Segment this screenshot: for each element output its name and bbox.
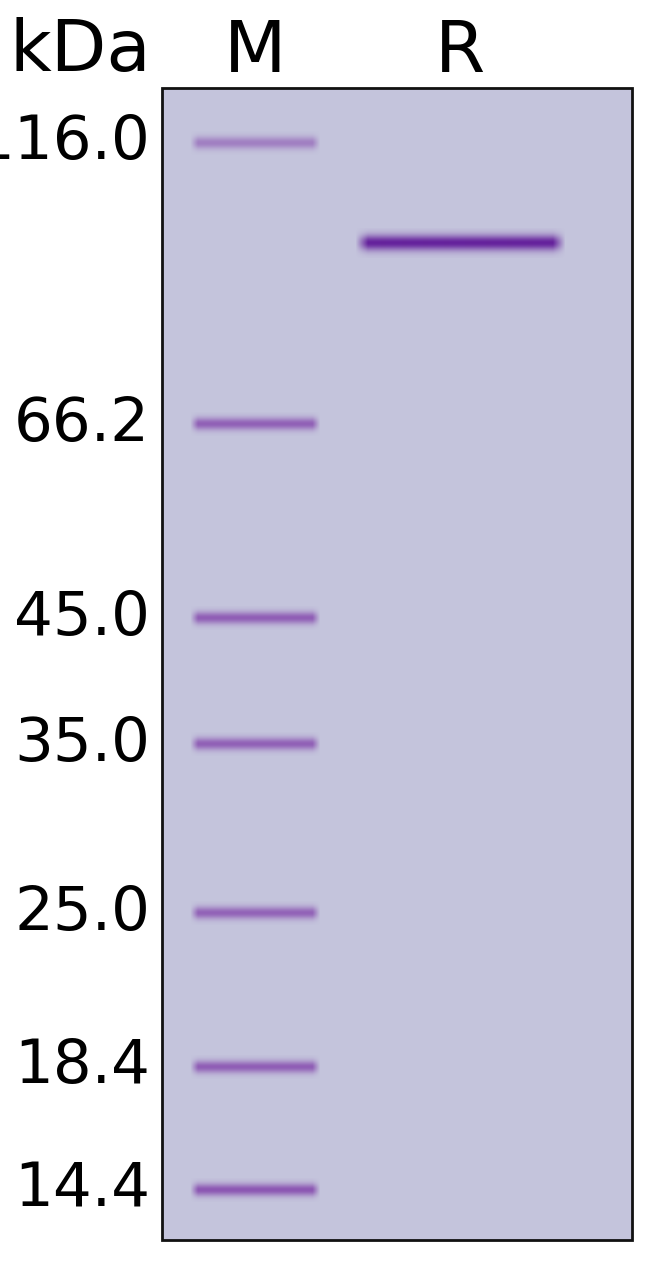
Text: 116.0: 116.0 <box>0 114 150 173</box>
Text: 25.0: 25.0 <box>14 883 150 942</box>
Text: 35.0: 35.0 <box>14 714 150 774</box>
Bar <box>162 88 632 1240</box>
Text: 14.4: 14.4 <box>14 1161 150 1220</box>
Text: M: M <box>224 18 286 87</box>
Text: R: R <box>435 18 485 87</box>
Text: 66.2: 66.2 <box>14 396 150 454</box>
Text: kDa: kDa <box>9 18 151 87</box>
Text: 45.0: 45.0 <box>14 589 150 648</box>
Text: 18.4: 18.4 <box>14 1038 150 1097</box>
